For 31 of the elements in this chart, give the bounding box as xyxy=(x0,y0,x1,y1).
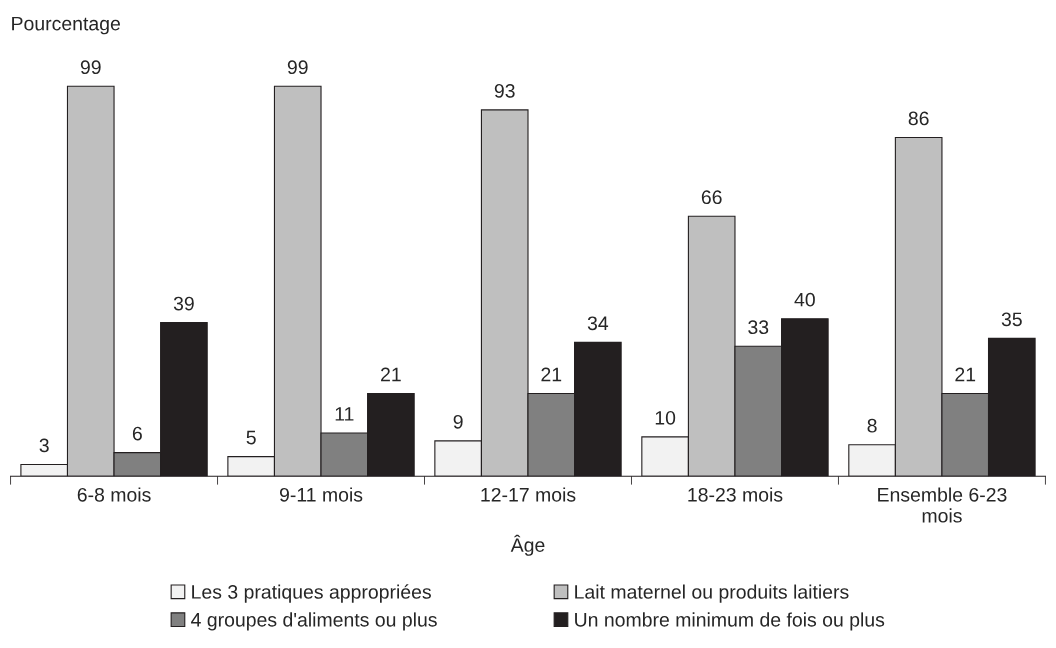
data-label: 9 xyxy=(453,414,463,429)
data-label: 66 xyxy=(701,190,722,205)
data-label: 11 xyxy=(335,407,354,421)
data-label: 35 xyxy=(1001,312,1022,327)
data-label: 39 xyxy=(173,296,194,311)
data-label: 34 xyxy=(587,316,609,331)
legend-label: Les 3 pratiques appropriées xyxy=(192,584,431,603)
data-label: 21 xyxy=(541,367,562,382)
data-label: 8 xyxy=(867,418,877,433)
legend-label: Lait maternel ou produits laitiers xyxy=(575,584,849,603)
data-label: 21 xyxy=(381,367,401,382)
legend-label: Un nombre minimum de fois ou plus xyxy=(575,612,885,631)
data-label: 5 xyxy=(246,430,256,445)
data-label: 10 xyxy=(655,410,676,425)
data-label: 93 xyxy=(494,83,515,98)
y-axis-title: Pourcentage xyxy=(12,16,120,35)
data-label: 3 xyxy=(39,438,49,453)
x-axis-title: Âge xyxy=(510,534,545,556)
data-label: 21 xyxy=(955,367,976,382)
data-label: 99 xyxy=(80,60,101,75)
x-tick-label: Ensemble 6-23 mois xyxy=(878,487,1007,523)
x-tick-label: 6-8 mois xyxy=(77,487,151,502)
x-tick-label: 18-23 mois xyxy=(688,487,783,502)
data-label: 40 xyxy=(794,292,815,307)
x-tick-label: 12-17 mois xyxy=(481,487,576,502)
data-label: 33 xyxy=(748,320,769,335)
data-label: 99 xyxy=(287,60,308,75)
x-tick-label: 9-11 mois xyxy=(279,487,363,502)
data-label: 86 xyxy=(908,111,929,126)
legend-label: 4 groupes d'aliments ou plus xyxy=(191,612,437,631)
data-label: 6 xyxy=(132,426,142,441)
